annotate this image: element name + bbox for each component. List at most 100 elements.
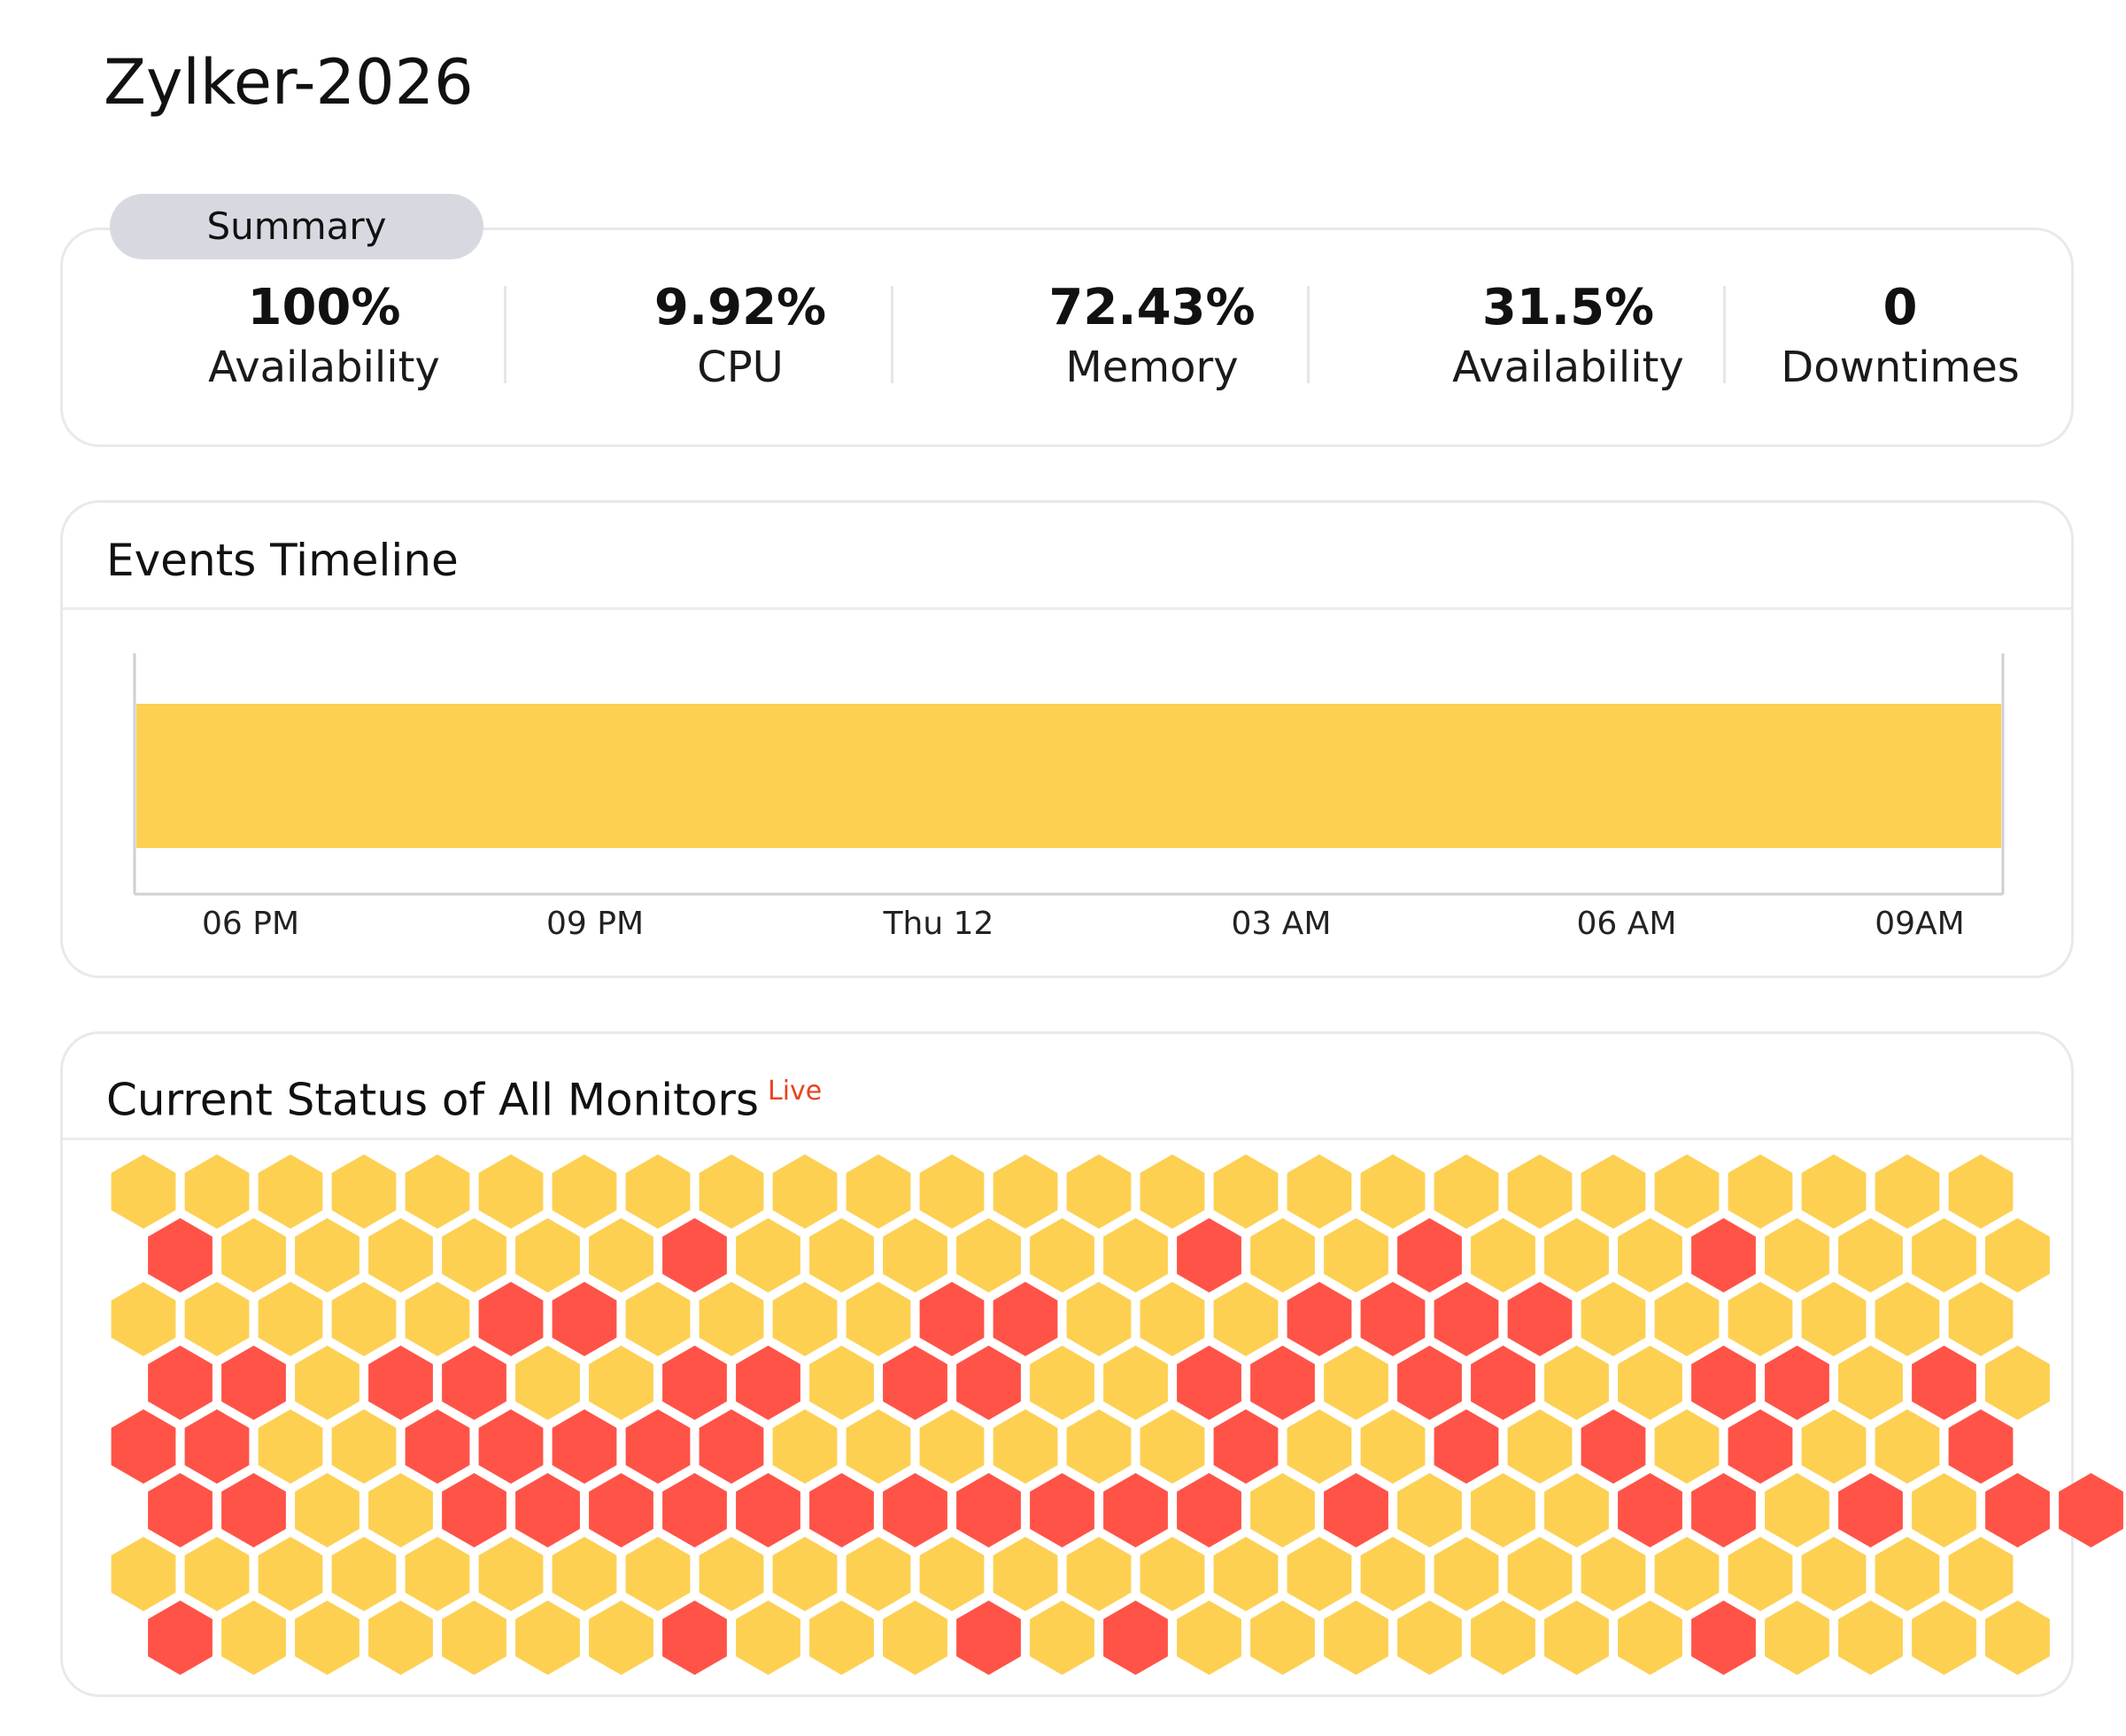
monitor-hex-down[interactable] — [1618, 1473, 1682, 1547]
monitor-hex-warning[interactable] — [1471, 1218, 1535, 1292]
monitor-hex-warning[interactable] — [478, 1537, 544, 1611]
monitor-hex-warning[interactable] — [111, 1537, 176, 1611]
monitor-hex-warning[interactable] — [1728, 1282, 1793, 1356]
monitor-hex-warning[interactable] — [1875, 1537, 1940, 1611]
monitor-hex-warning[interactable] — [846, 1537, 911, 1611]
monitor-hex-warning[interactable] — [589, 1601, 653, 1675]
monitor-hex-warning[interactable] — [1765, 1473, 1829, 1547]
monitor-hex-warning[interactable] — [589, 1218, 653, 1292]
monitor-hex-down[interactable] — [552, 1409, 617, 1484]
monitor-hex-warning[interactable] — [1654, 1409, 1720, 1484]
monitor-hex-warning[interactable] — [625, 1154, 691, 1229]
monitor-hex-warning[interactable] — [515, 1346, 580, 1420]
monitor-hex-warning[interactable] — [1985, 1346, 2050, 1420]
monitor-hex-warning[interactable] — [111, 1282, 176, 1356]
monitor-hex-warning[interactable] — [1250, 1473, 1315, 1547]
monitor-hex-down[interactable] — [1360, 1282, 1426, 1356]
monitor-hex-warning[interactable] — [1066, 1154, 1132, 1229]
monitor-hex-down[interactable] — [1838, 1473, 1903, 1547]
monitor-hex-warning[interactable] — [1177, 1601, 1241, 1675]
monitor-hex-down[interactable] — [809, 1473, 874, 1547]
monitor-hex-warning[interactable] — [1103, 1218, 1168, 1292]
monitor-hex-down[interactable] — [956, 1473, 1021, 1547]
monitor-hex-warning[interactable] — [772, 1282, 838, 1356]
monitor-hex-down[interactable] — [1765, 1346, 1829, 1420]
monitor-hex-warning[interactable] — [405, 1282, 470, 1356]
monitor-hex-down[interactable] — [1397, 1218, 1462, 1292]
monitor-hex-warning[interactable] — [295, 1473, 359, 1547]
monitor-hex-warning[interactable] — [1140, 1154, 1205, 1229]
monitor-hex-warning[interactable] — [883, 1218, 947, 1292]
monitor-hex-warning[interactable] — [1360, 1537, 1426, 1611]
monitor-hex-warning[interactable] — [1765, 1601, 1829, 1675]
monitor-hex-down[interactable] — [1250, 1346, 1315, 1420]
monitor-hex-warning[interactable] — [1875, 1282, 1940, 1356]
monitor-hex-warning[interactable] — [1838, 1601, 1903, 1675]
monitor-hex-warning[interactable] — [1544, 1601, 1609, 1675]
monitor-hex-warning[interactable] — [1618, 1218, 1682, 1292]
monitor-hex-warning[interactable] — [1581, 1154, 1646, 1229]
monitor-hex-warning[interactable] — [1471, 1473, 1535, 1547]
monitor-hex-warning[interactable] — [331, 1282, 397, 1356]
monitor-hex-down[interactable] — [1985, 1473, 2050, 1547]
monitor-hex-down[interactable] — [883, 1473, 947, 1547]
monitor-hex-warning[interactable] — [1507, 1154, 1573, 1229]
monitor-hex-down[interactable] — [442, 1346, 506, 1420]
monitor-hex-warning[interactable] — [1287, 1154, 1352, 1229]
monitor-hex-warning[interactable] — [846, 1282, 911, 1356]
monitor-hex-down[interactable] — [1471, 1346, 1535, 1420]
monitor-hex-down[interactable] — [1103, 1601, 1168, 1675]
monitor-hex-down[interactable] — [515, 1473, 580, 1547]
monitor-hex-warning[interactable] — [515, 1218, 580, 1292]
monitor-hex-warning[interactable] — [699, 1282, 764, 1356]
monitor-hex-warning[interactable] — [1507, 1409, 1573, 1484]
monitor-hex-warning[interactable] — [184, 1282, 250, 1356]
monitor-hex-warning[interactable] — [1948, 1537, 2014, 1611]
monitor-hex-warning[interactable] — [1765, 1218, 1829, 1292]
monitor-hex-warning[interactable] — [846, 1154, 911, 1229]
monitor-hex-warning[interactable] — [772, 1154, 838, 1229]
monitor-hex-warning[interactable] — [331, 1409, 397, 1484]
monitor-hex-warning[interactable] — [1434, 1537, 1499, 1611]
monitor-hex-warning[interactable] — [184, 1537, 250, 1611]
monitor-hex-down[interactable] — [1434, 1282, 1499, 1356]
monitor-hex-warning[interactable] — [1140, 1409, 1205, 1484]
monitor-hex-warning[interactable] — [699, 1537, 764, 1611]
monitor-hex-down[interactable] — [552, 1282, 617, 1356]
monitor-hex-warning[interactable] — [846, 1409, 911, 1484]
monitor-hex-down[interactable] — [956, 1601, 1021, 1675]
monitor-hex-down[interactable] — [1948, 1409, 2014, 1484]
monitor-hex-warning[interactable] — [1618, 1601, 1682, 1675]
monitor-hex-warning[interactable] — [221, 1601, 286, 1675]
monitor-hex-warning[interactable] — [736, 1218, 800, 1292]
monitor-hex-warning[interactable] — [919, 1537, 985, 1611]
monitor-hex-warning[interactable] — [1728, 1537, 1793, 1611]
monitor-hex-warning[interactable] — [1030, 1346, 1094, 1420]
monitor-hex-warning[interactable] — [1507, 1537, 1573, 1611]
monitor-hex-down[interactable] — [221, 1346, 286, 1420]
monitor-hex-down[interactable] — [1287, 1282, 1352, 1356]
monitor-hex-down[interactable] — [662, 1601, 727, 1675]
monitor-hex-warning[interactable] — [442, 1601, 506, 1675]
monitor-hex-warning[interactable] — [1801, 1282, 1867, 1356]
monitor-hex-warning[interactable] — [1581, 1282, 1646, 1356]
monitor-hex-warning[interactable] — [883, 1601, 947, 1675]
monitor-hex-warning[interactable] — [993, 1154, 1058, 1229]
monitor-hex-warning[interactable] — [1140, 1537, 1205, 1611]
monitor-hex-down[interactable] — [148, 1601, 213, 1675]
monitor-hex-warning[interactable] — [295, 1601, 359, 1675]
monitor-hex-down[interactable] — [405, 1409, 470, 1484]
monitor-hex-down[interactable] — [478, 1409, 544, 1484]
monitor-hex-down[interactable] — [662, 1218, 727, 1292]
monitor-hex-down[interactable] — [1177, 1218, 1241, 1292]
monitor-hex-warning[interactable] — [772, 1409, 838, 1484]
monitor-hex-down[interactable] — [662, 1346, 727, 1420]
monitor-hex-down[interactable] — [1030, 1473, 1094, 1547]
monitor-hex-warning[interactable] — [368, 1218, 433, 1292]
summary-tab[interactable]: Summary — [110, 194, 483, 259]
monitor-hex-warning[interactable] — [1066, 1537, 1132, 1611]
monitor-hex-warning[interactable] — [1912, 1473, 1976, 1547]
monitor-hex-warning[interactable] — [993, 1537, 1058, 1611]
monitor-hex-warning[interactable] — [258, 1409, 323, 1484]
monitor-hex-warning[interactable] — [552, 1537, 617, 1611]
